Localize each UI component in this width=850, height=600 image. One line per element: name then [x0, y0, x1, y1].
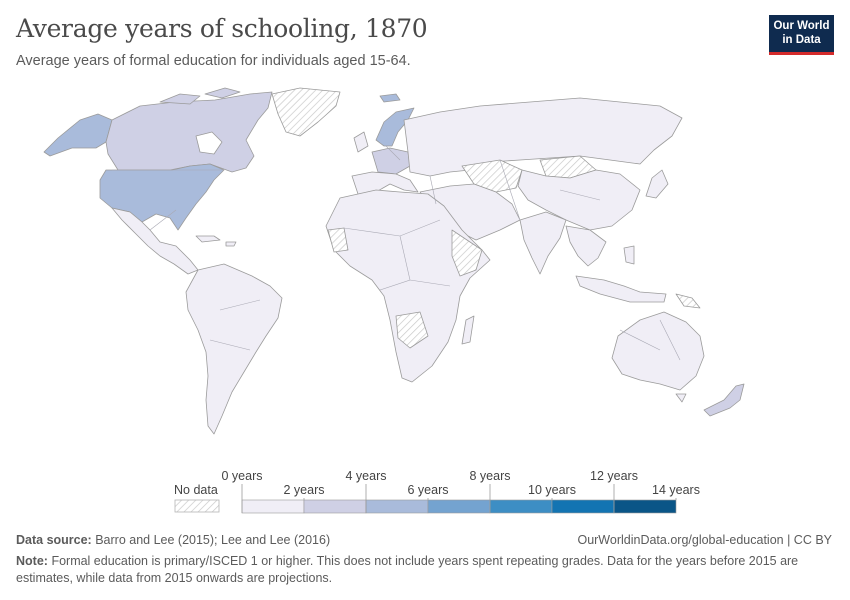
footnote: Note: Formal education is primary/ISCED … — [16, 553, 831, 587]
region-horn-of-africa[interactable] — [451, 229, 483, 277]
logo-line-2: in Data — [782, 34, 821, 46]
region-united-states[interactable] — [99, 163, 225, 231]
legend-bin-8-10[interactable] — [489, 499, 553, 514]
region-caribbean[interactable] — [195, 235, 237, 247]
legend-ticks — [241, 484, 677, 513]
legend-bin-4-6[interactable] — [365, 499, 429, 514]
region-australia[interactable] — [611, 311, 705, 391]
legend-no-data-label: No data — [174, 483, 218, 497]
source-label: Data source: — [16, 533, 92, 547]
legend-label-bottom-3: 14 years — [652, 483, 700, 497]
page-subtitle: Average years of formal education for in… — [16, 53, 411, 69]
legend-no-data-swatch[interactable] — [174, 499, 220, 513]
legend-label-top-0: 0 years — [222, 469, 263, 483]
region-alaska[interactable] — [43, 113, 113, 157]
region-iceland[interactable] — [379, 93, 401, 103]
legend-label-top-2: 8 years — [470, 469, 511, 483]
region-east-asia[interactable] — [517, 169, 641, 231]
world-map[interactable] — [0, 80, 850, 460]
region-africa[interactable] — [325, 189, 491, 383]
logo-line-1: Our World — [773, 20, 830, 32]
region-indonesia[interactable] — [575, 245, 667, 303]
legend-bin-6-8[interactable] — [427, 499, 491, 514]
note-text: Formal education is primary/ISCED 1 or h… — [16, 554, 799, 585]
country-borders — [112, 145, 681, 361]
legend-bin-0-2[interactable] — [241, 499, 305, 514]
owid-logo[interactable]: Our World in Data — [769, 15, 834, 55]
region-southeast-asia[interactable] — [565, 225, 607, 267]
region-new-zealand[interactable] — [703, 383, 745, 417]
page-title: Average years of schooling, 1870 — [16, 14, 428, 43]
source-url[interactable]: OurWorldinData.org/global-education | CC… — [577, 533, 832, 547]
legend-bin-12-14[interactable] — [613, 499, 677, 514]
region-africa-nodata-west[interactable] — [327, 227, 349, 253]
legend-label-bottom-1: 6 years — [408, 483, 449, 497]
region-madagascar[interactable] — [461, 315, 475, 345]
legend-label-top-3: 12 years — [590, 469, 638, 483]
source-text[interactable]: Barro and Lee (2015); Lee and Lee (2016) — [95, 533, 331, 547]
region-south-america[interactable] — [185, 263, 283, 435]
legend-label-top-1: 4 years — [346, 469, 387, 483]
legend-bin-2-4[interactable] — [303, 499, 367, 514]
region-japan[interactable] — [645, 169, 669, 199]
region-papua[interactable] — [675, 293, 701, 309]
region-united-kingdom[interactable] — [353, 131, 369, 153]
legend-label-bottom-0: 2 years — [284, 483, 325, 497]
legend-label-bottom-2: 10 years — [528, 483, 576, 497]
color-legend: No data 0 years 4 years 8 years 12 years 2 y… — [174, 469, 700, 514]
legend-bins — [241, 499, 677, 514]
region-africa-nodata-south[interactable] — [395, 311, 429, 349]
data-source: Data source: Barro and Lee (2015); Lee a… — [16, 533, 330, 547]
region-europe-russia[interactable] — [403, 97, 683, 177]
region-greenland[interactable] — [271, 87, 341, 137]
region-india[interactable] — [519, 211, 567, 275]
legend-labels: 0 years 4 years 8 years 12 years 2 years 6 ye… — [222, 469, 700, 497]
region-central-europe[interactable] — [371, 147, 411, 175]
region-arctic-islands[interactable] — [159, 87, 241, 105]
note-label: Note: — [16, 554, 48, 568]
legend-bin-10-12[interactable] — [551, 499, 615, 514]
hudson-bay — [195, 131, 223, 155]
region-tasmania[interactable] — [675, 393, 687, 403]
